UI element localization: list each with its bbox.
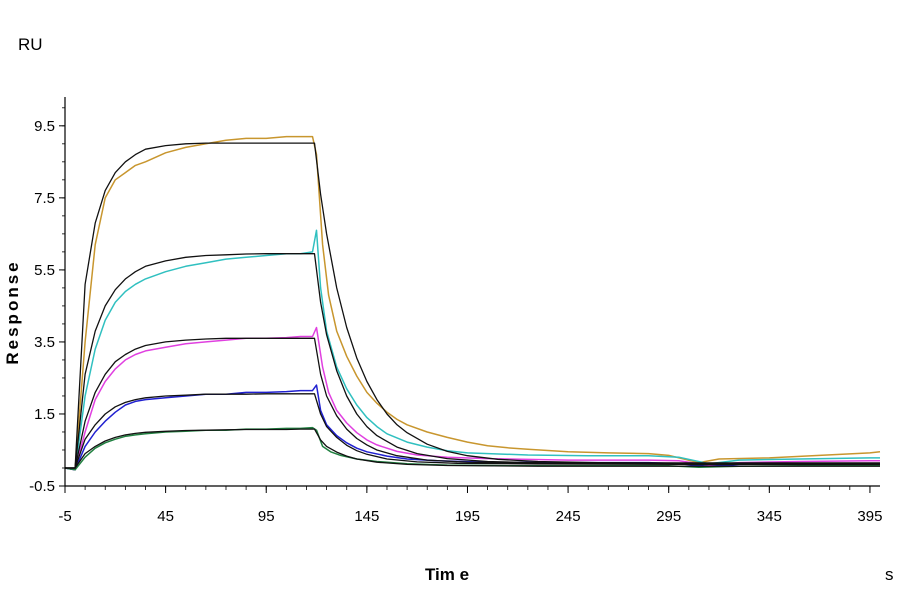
series-line-4 <box>64 384 880 471</box>
series-line-10 <box>65 428 880 469</box>
y-tick-label: 5.5 <box>34 262 55 279</box>
x-tick-label: 195 <box>455 508 480 525</box>
series-line-7 <box>65 253 880 469</box>
x-tick-label: -5 <box>58 508 71 525</box>
x-axis-title: Tim e <box>425 565 469 584</box>
y-tick-label: 9.5 <box>34 118 55 135</box>
y-tick-label: 1.5 <box>34 406 55 423</box>
series-line-2 <box>64 229 880 471</box>
series-line-8 <box>65 337 880 469</box>
x-unit-label: s <box>885 565 894 584</box>
units-label: RU <box>18 35 43 54</box>
x-tick-label: 395 <box>857 508 882 525</box>
y-tick-label: -0.5 <box>29 478 55 495</box>
x-tick-label: 345 <box>757 508 782 525</box>
series-line-1 <box>64 135 881 471</box>
y-ticks-group: -0.5 1.5 3.5 5.5 7.5 9.5 <box>29 107 65 495</box>
y-axis-title: Response <box>3 259 22 364</box>
y-tick-label: 3.5 <box>34 334 55 351</box>
series-line-9 <box>65 393 880 469</box>
x-ticks-group: -5 45 95 145 195 245 295 345 395 <box>58 486 882 525</box>
x-tick-label: 95 <box>258 508 275 525</box>
plot-series-group <box>64 135 881 471</box>
x-tick-label: 45 <box>157 508 174 525</box>
y-tick-label: 7.5 <box>34 190 55 207</box>
x-tick-label: 245 <box>556 508 581 525</box>
x-tick-label: 295 <box>656 508 681 525</box>
series-line-6 <box>65 142 880 469</box>
x-tick-label: 145 <box>354 508 379 525</box>
series-line-3 <box>64 326 880 471</box>
